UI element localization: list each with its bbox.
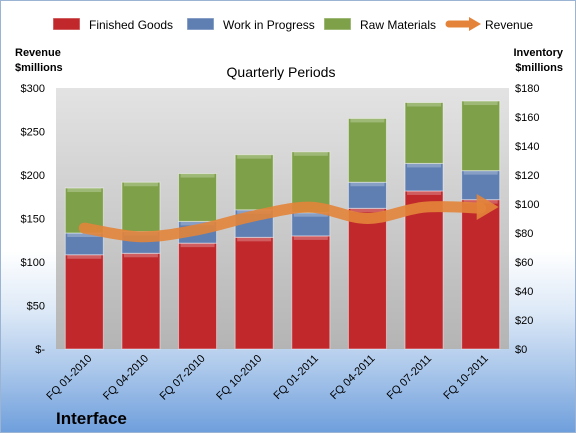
x-tick-label: FQ 10-2011 — [441, 353, 490, 402]
left-tick-label: $250 — [21, 127, 45, 139]
bar-highlight — [350, 208, 385, 213]
left-axis-title-line2: $millions — [15, 62, 63, 74]
bar-raw-materials — [404, 102, 444, 164]
right-axis: $0 $20 $40 $60 $80 $100 $120 $140 $160 $180 — [515, 83, 539, 356]
x-tick-label: FQ 07-2010 — [158, 353, 208, 403]
right-tick-label: $0 — [515, 344, 527, 356]
right-tick-label: $120 — [515, 170, 539, 182]
bar-highlight — [67, 188, 102, 193]
legend-label: Finished Goods — [89, 18, 173, 32]
right-tick-label: $40 — [515, 286, 533, 298]
bar-finished-goods — [64, 254, 104, 350]
x-tick-label: FQ 01-2010 — [44, 353, 94, 403]
legend-swatch — [186, 17, 215, 31]
left-tick-label: $- — [35, 344, 45, 356]
bar-highlight — [293, 235, 328, 240]
bar-highlight — [350, 118, 385, 123]
legend-label: Work in Progress — [223, 18, 315, 32]
legend-swatch — [52, 17, 81, 31]
left-axis-title-line1: Revenue — [15, 47, 61, 59]
left-tick-label: $200 — [21, 170, 45, 182]
right-tick-label: $60 — [515, 257, 533, 269]
bar-finished-goods — [404, 190, 444, 350]
bar-highlight — [293, 212, 328, 217]
bar-raw-materials — [234, 154, 274, 211]
bar-raw-materials — [178, 173, 218, 222]
left-tick-label: $50 — [27, 301, 45, 313]
bar-highlight — [463, 170, 498, 175]
right-tick-label: $180 — [515, 83, 539, 95]
bar-work-in-progress — [461, 170, 501, 201]
right-tick-label: $160 — [515, 112, 539, 124]
x-tick-label: FQ 04-2010 — [101, 353, 151, 403]
bar-highlight — [123, 182, 158, 187]
bar-highlight — [67, 254, 102, 259]
revenue-arrowhead — [476, 194, 499, 221]
legend-swatch — [323, 17, 352, 31]
bar-raw-materials — [121, 181, 161, 233]
legend-label: Raw Materials — [360, 18, 436, 32]
left-tick-label: $100 — [21, 257, 45, 269]
bar-highlight — [180, 221, 215, 226]
right-tick-label: $20 — [515, 315, 533, 327]
right-axis-title-line2: $millions — [515, 62, 563, 74]
bar-highlight — [180, 243, 215, 248]
legend-label: Revenue — [485, 18, 533, 32]
bar-finished-goods — [234, 236, 274, 350]
bar-highlight — [237, 154, 272, 159]
bar-highlight — [407, 190, 442, 195]
bar-highlight — [407, 163, 442, 168]
right-axis-title-line1: Inventory — [513, 47, 563, 59]
x-tick-label: FQ 04-2011 — [328, 353, 377, 402]
x-axis: FQ 01-2010 FQ 04-2010 FQ 07-2010 FQ 10-2010… — [44, 353, 490, 403]
right-tick-label: $100 — [515, 199, 539, 211]
bar-highlight — [463, 101, 498, 106]
bar-finished-goods — [121, 252, 161, 350]
bar-highlight — [237, 237, 272, 242]
bar-raw-materials — [347, 117, 387, 183]
bar-finished-goods — [291, 235, 331, 350]
legend: Finished Goods Work in Progress Raw Materi… — [52, 17, 533, 32]
left-axis: $- $50 $100 $150 $200 $250 $300 — [21, 83, 46, 356]
left-tick-label: $150 — [21, 214, 45, 226]
x-tick-label: FQ 10-2010 — [214, 353, 264, 403]
bar-highlight — [350, 182, 385, 187]
bars — [64, 100, 501, 350]
bar-highlight — [180, 173, 215, 178]
revenue-line — [78, 201, 487, 243]
x-tick-label: FQ 07-2011 — [385, 353, 434, 402]
company-name: Interface — [56, 409, 127, 428]
right-tick-label: $80 — [515, 228, 533, 240]
bar-finished-goods — [178, 242, 218, 350]
bar-finished-goods — [461, 199, 501, 350]
bar-highlight — [293, 151, 328, 156]
legend-arrow-swatch — [469, 17, 481, 31]
bar-raw-materials — [461, 100, 501, 172]
bar-finished-goods — [347, 207, 387, 350]
bar-highlight — [67, 233, 102, 237]
x-tick-label: FQ 01-2011 — [272, 353, 321, 402]
right-tick-label: $140 — [515, 141, 539, 153]
left-tick-label: $300 — [21, 83, 45, 95]
bar-work-in-progress — [404, 162, 444, 192]
bar-highlight — [407, 102, 442, 107]
bar-highlight — [123, 253, 158, 258]
chart-title: Quarterly Periods — [227, 64, 336, 80]
